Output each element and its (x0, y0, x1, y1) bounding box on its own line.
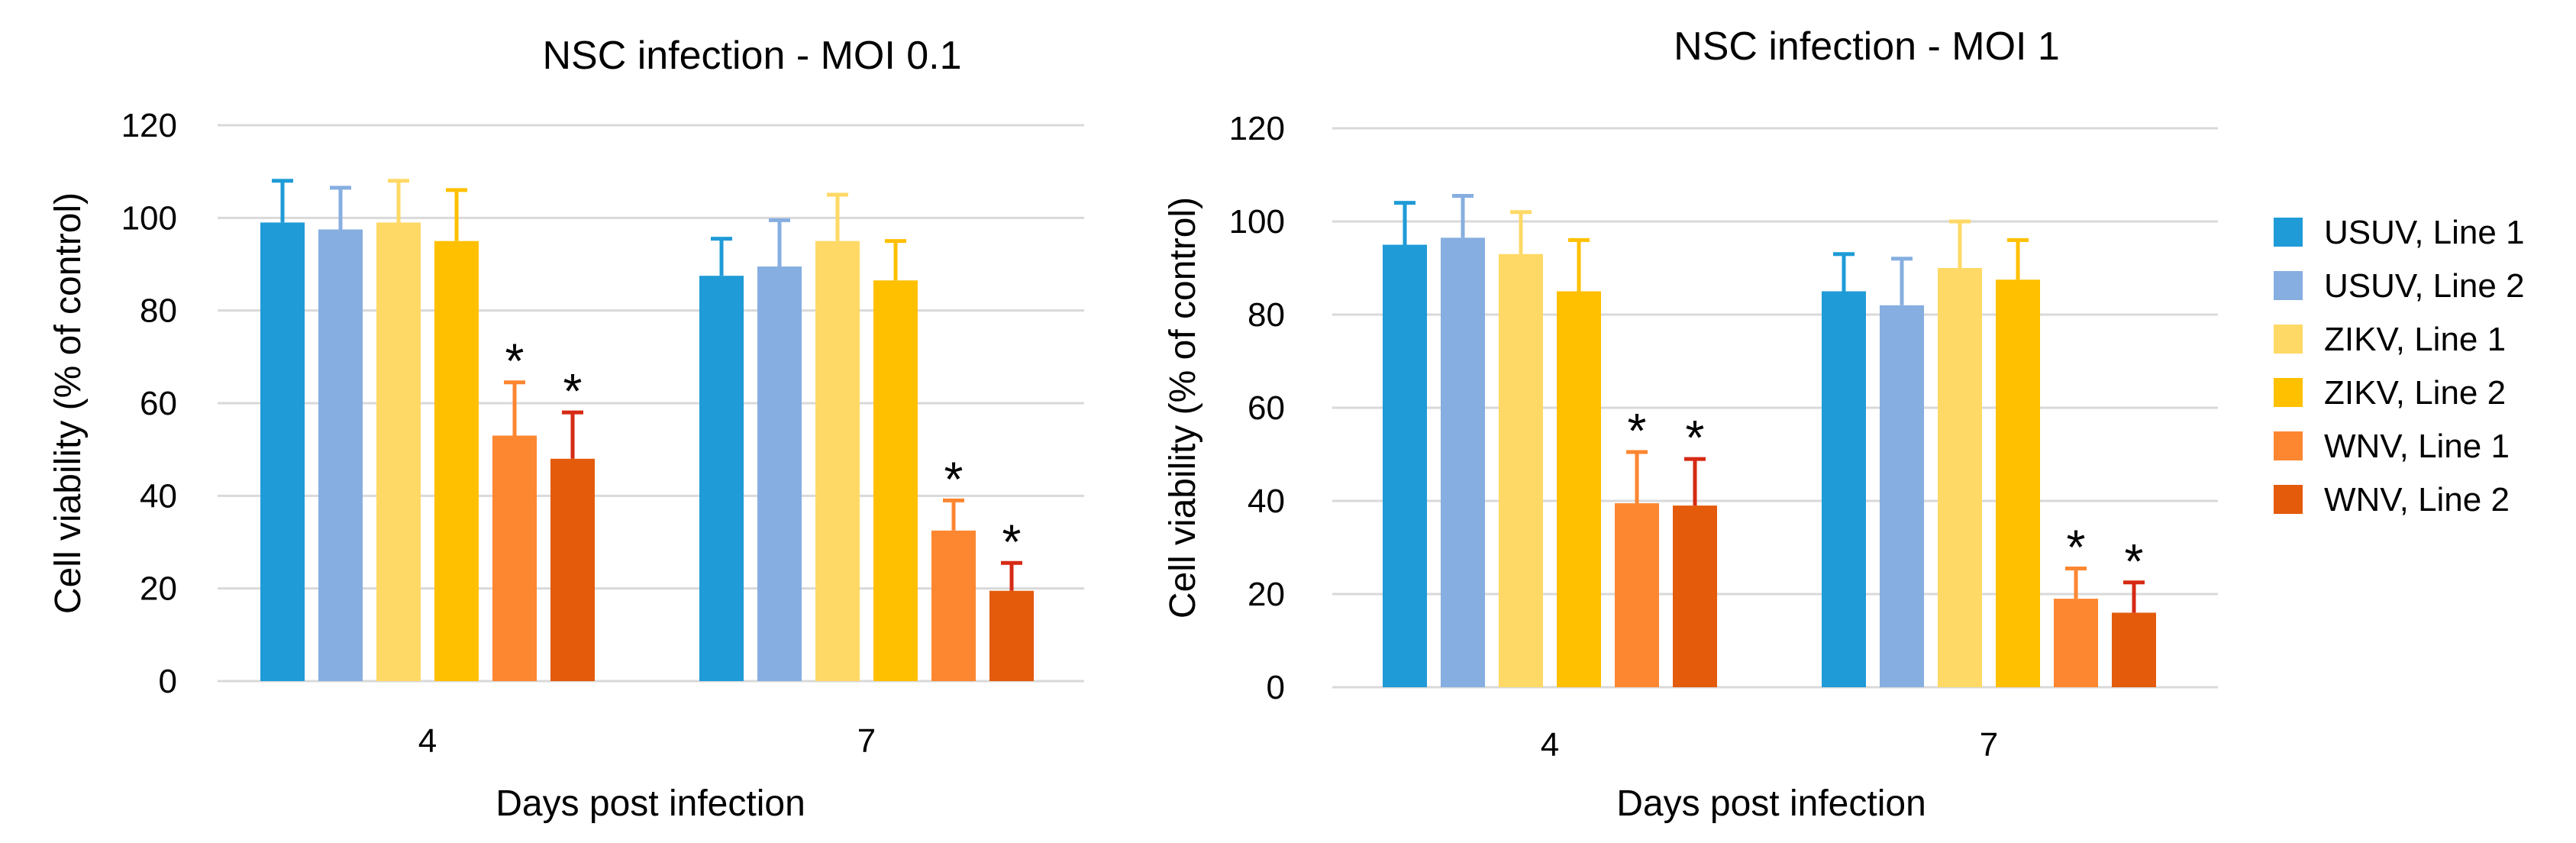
bar-usuv-line-2-day-4 (318, 229, 363, 681)
x-tick-label: 4 (418, 722, 437, 760)
bar-wnv-line-2-day-4 (550, 458, 595, 681)
bar-usuv-line-1-day-7 (699, 276, 744, 682)
significance-marker: * (563, 363, 583, 418)
bar-usuv-line-2-day-7 (1880, 305, 1924, 687)
y-tick-label: 0 (1267, 669, 1285, 706)
bar-zikv-line-1-day-4 (376, 222, 421, 681)
y-tick-label: 100 (1229, 203, 1285, 241)
legend-label: ZIKV, Line 1 (2324, 321, 2506, 358)
significance-marker: * (2125, 534, 2144, 589)
bar-usuv-line-2-day-4 (1441, 237, 1485, 688)
significance-marker: * (1628, 403, 1647, 458)
bar-usuv-line-1-day-4 (1383, 244, 1427, 687)
bar-wnv-line-1-day-4 (1615, 503, 1659, 687)
y-tick-label: 120 (121, 107, 177, 144)
x-tick-label: 7 (1980, 726, 1998, 764)
legend-swatch (2274, 485, 2303, 514)
bar-usuv-line-2-day-7 (757, 266, 802, 681)
x-axis-label: Days post infection (1616, 783, 1926, 824)
x-tick-label: 4 (1541, 726, 1559, 764)
y-tick-label: 60 (1248, 389, 1285, 427)
y-tick-label: 120 (1229, 110, 1285, 147)
legend-swatch (2274, 271, 2303, 300)
legend-label: WNV, Line 2 (2324, 481, 2510, 518)
y-tick-label: 80 (140, 292, 177, 330)
significance-marker: * (944, 451, 964, 506)
bar-zikv-line-2-day-4 (434, 241, 479, 682)
legend-swatch (2274, 431, 2303, 460)
bar-wnv-line-2-day-7 (2112, 612, 2156, 687)
x-axis-label: Days post infection (496, 783, 805, 824)
bar-zikv-line-2-day-7 (873, 280, 918, 681)
y-tick-label: 60 (140, 385, 177, 422)
legend-label: USUV, Line 2 (2324, 267, 2525, 305)
bar-zikv-line-1-day-4 (1499, 254, 1543, 687)
bar-wnv-line-2-day-7 (989, 590, 1034, 681)
legend-label: USUV, Line 1 (2324, 214, 2525, 251)
chart-panel-2: NSC infection - MOI 1 0 20 40 60 80 100 120 Cell… (1163, 24, 2218, 824)
legend-swatch (2274, 325, 2303, 354)
legend-swatch (2274, 218, 2303, 247)
y-axis-label: Cell viability (% of control) (1163, 197, 1203, 619)
bar-usuv-line-1-day-4 (260, 222, 305, 681)
y-axis-label: Cell viability (% of control) (48, 192, 89, 614)
y-tick-label: 0 (159, 663, 177, 700)
significance-marker: * (505, 334, 525, 389)
bar-usuv-line-1-day-7 (1822, 291, 1866, 687)
chart-title: NSC infection - MOI 0.1 (542, 34, 961, 78)
bar-wnv-line-1-day-7 (2054, 599, 2098, 687)
bar-wnv-line-1-day-7 (931, 530, 976, 681)
legend-swatch (2274, 378, 2303, 407)
chart-panel-1: NSC infection - MOI 0.1 0 20 40 60 80 100 120 Ce… (48, 34, 1084, 824)
y-tick-label: 20 (1248, 576, 1285, 613)
bar-wnv-line-2-day-4 (1673, 505, 1717, 687)
x-tick-label: 7 (857, 722, 876, 760)
significance-marker: * (1002, 514, 1022, 569)
legend-label: WNV, Line 1 (2324, 428, 2510, 465)
significance-marker: * (2067, 519, 2086, 574)
y-tick-label: 40 (1248, 483, 1285, 520)
y-tick-label: 20 (140, 570, 177, 608)
legend-label: ZIKV, Line 2 (2324, 374, 2506, 412)
y-tick-label: 80 (1248, 296, 1285, 334)
chart-title: NSC infection - MOI 1 (1674, 24, 2060, 69)
y-tick-label: 40 (140, 477, 177, 515)
bar-zikv-line-1-day-7 (1938, 268, 1982, 687)
bar-zikv-line-2-day-7 (1996, 279, 2040, 687)
significance-marker: * (1686, 410, 1705, 465)
bar-zikv-line-2-day-4 (1557, 291, 1601, 687)
bar-zikv-line-1-day-7 (815, 241, 860, 682)
bar-wnv-line-1-day-4 (492, 435, 537, 681)
legend: USUV, Line 1 USUV, Line 2 ZIKV, Line 1 ZIKV… (2274, 214, 2525, 518)
y-tick-label: 100 (121, 199, 177, 237)
